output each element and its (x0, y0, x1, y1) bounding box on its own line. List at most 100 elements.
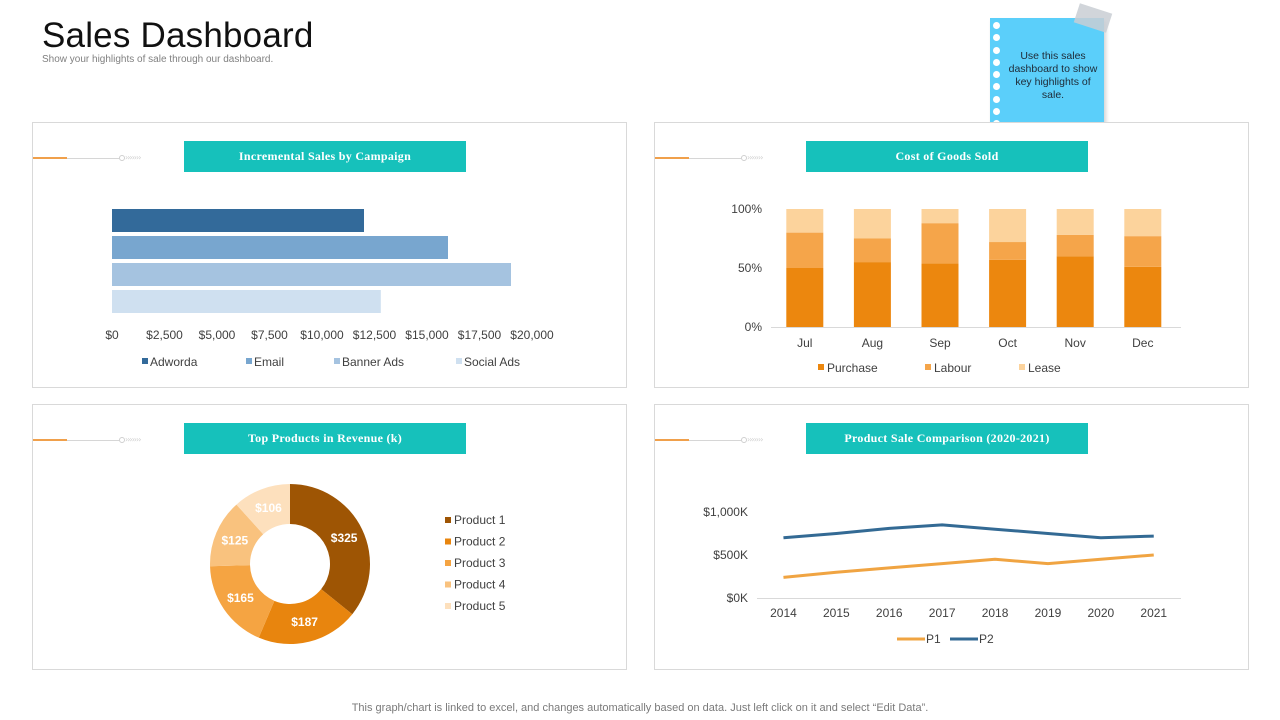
y-tick-label: $1,000K (703, 505, 748, 519)
legend-label: Product 5 (454, 599, 506, 613)
page-subtitle: Show your highlights of sale through our… (42, 54, 274, 65)
bar-banner-ads (112, 263, 511, 286)
y-tick-label: 0% (745, 320, 763, 334)
bar-segment-labour (989, 242, 1027, 260)
bar-segment-purchase (1124, 266, 1162, 327)
legend-swatch (445, 538, 451, 545)
x-tick-label: Jul (797, 336, 812, 350)
panel-title: Incremental Sales by Campaign (184, 141, 466, 172)
bar-segment-lease (1056, 209, 1094, 235)
panel-title: Top Products in Revenue (k) (184, 423, 466, 454)
comparison-panel[interactable]: ››››››› Product Sale Comparison (2020-20… (654, 404, 1249, 670)
comparison-line-chart[interactable]: $0K $500K $1,000K 2014 2015 2016 2017 2018 2019 2… (655, 405, 1250, 671)
legend-swatch (818, 364, 824, 370)
legend-label: P2 (979, 632, 994, 646)
slice-product-3 (210, 565, 275, 638)
data-label: $165 (227, 591, 254, 605)
slice-product-4 (210, 504, 264, 567)
panel-decoration: ››››››› (33, 435, 168, 444)
y-tick-label: $0K (727, 591, 748, 605)
x-tick-label: 2019 (1035, 606, 1062, 620)
bar-segment-lease (921, 209, 959, 224)
bar-segment-purchase (853, 262, 891, 327)
panel-decoration: ››››››› (655, 435, 790, 444)
x-tick-label: Dec (1132, 336, 1153, 350)
slice-product-5 (236, 484, 290, 535)
x-tick-label: 2015 (823, 606, 850, 620)
bar-segment-purchase (921, 263, 959, 327)
x-tick-label: $17,500 (458, 328, 502, 342)
page-title: Sales Dashboard (42, 16, 314, 55)
spiral-holes (993, 22, 1001, 128)
bar-segment-lease (786, 209, 824, 233)
legend-swatch (445, 560, 451, 566)
legend-label: P1 (926, 632, 941, 646)
bar-social-ads (112, 290, 381, 313)
sticky-note-text: Use this sales dashboard to show key hig… (1008, 50, 1098, 101)
legend-swatch (334, 358, 340, 364)
x-tick-label: $7,500 (251, 328, 288, 342)
data-label: $106 (255, 501, 282, 515)
bar-segment-purchase (989, 259, 1027, 327)
data-label: $325 (331, 531, 358, 545)
campaign-bar-chart[interactable]: $0 $2,500 $5,000 $7,500 $10,000 $12,500 $15,00… (33, 123, 628, 389)
bar-segment-lease (989, 209, 1027, 243)
x-tick-label: $10,000 (300, 328, 344, 342)
x-tick-label: $0 (105, 328, 119, 342)
bar-segment-labour (1056, 234, 1094, 257)
legend-swatch (925, 364, 931, 370)
bar-email (112, 236, 448, 259)
products-panel[interactable]: ››››››› Top Products in Revenue (k) $325… (32, 404, 627, 670)
bar-segment-labour (853, 238, 891, 263)
legend-label: Product 3 (454, 556, 506, 570)
data-label: $125 (221, 533, 248, 547)
bar-adworda (112, 209, 364, 232)
footer-note: This graph/chart is linked to excel, and… (351, 702, 929, 714)
data-label: $187 (291, 615, 318, 629)
x-tick-label: 2020 (1087, 606, 1114, 620)
panel-decoration: ››››››› (33, 153, 168, 162)
legend-swatch (456, 358, 462, 364)
legend-swatch (445, 603, 451, 609)
x-tick-label: Nov (1065, 336, 1086, 350)
x-tick-label: $20,000 (510, 328, 554, 342)
bar-segment-lease (1124, 209, 1162, 237)
legend-swatch (246, 358, 252, 364)
legend-label: Product 1 (454, 513, 506, 527)
legend-swatch (142, 358, 148, 364)
x-tick-label: 2014 (770, 606, 797, 620)
tape-decoration (1073, 3, 1113, 33)
series-line-p2 (783, 523, 1154, 540)
campaign-panel[interactable]: ››››››› Incremental Sales by Campaign $0… (32, 122, 627, 388)
y-tick-label: 100% (731, 202, 762, 216)
panel-title: Product Sale Comparison (2020-2021) (806, 423, 1088, 454)
bar-segment-purchase (786, 268, 824, 327)
bar-segment-labour (786, 232, 824, 268)
x-tick-label: 2021 (1140, 606, 1167, 620)
bar-segment-labour (1124, 236, 1162, 267)
bar-segment-lease (853, 209, 891, 239)
legend-label: Email (254, 355, 284, 369)
legend-label: Lease (1028, 361, 1061, 375)
y-tick-label: $500K (713, 548, 748, 562)
x-tick-label: $5,000 (199, 328, 236, 342)
bar-segment-labour (921, 223, 959, 264)
y-tick-label: 50% (738, 261, 762, 275)
x-tick-label: 2016 (876, 606, 903, 620)
x-tick-label: $15,000 (405, 328, 449, 342)
bar-segment-purchase (1056, 256, 1094, 327)
legend-label: Purchase (827, 361, 878, 375)
legend-swatch (1019, 364, 1025, 370)
panel-decoration: ››››››› (655, 153, 790, 162)
legend-label: Product 2 (454, 535, 506, 549)
slice-product-1 (290, 484, 370, 615)
x-tick-label: Sep (929, 336, 951, 350)
cogs-stacked-chart[interactable]: 0% 50% 100% Jul Aug Sep Oct Nov Dec Purchase Labou… (655, 123, 1250, 389)
legend-swatch (445, 581, 451, 588)
x-tick-label: 2017 (929, 606, 956, 620)
legend-swatch (445, 517, 451, 523)
cogs-panel[interactable]: ››››››› Cost of Goods Sold 0% 50% 100% Jul A… (654, 122, 1249, 388)
panel-title: Cost of Goods Sold (806, 141, 1088, 172)
series-line-p1 (783, 553, 1154, 579)
products-donut-chart[interactable]: $325 $187 $165 $125 $106 Product 1 Product 2 Pr… (33, 405, 628, 671)
